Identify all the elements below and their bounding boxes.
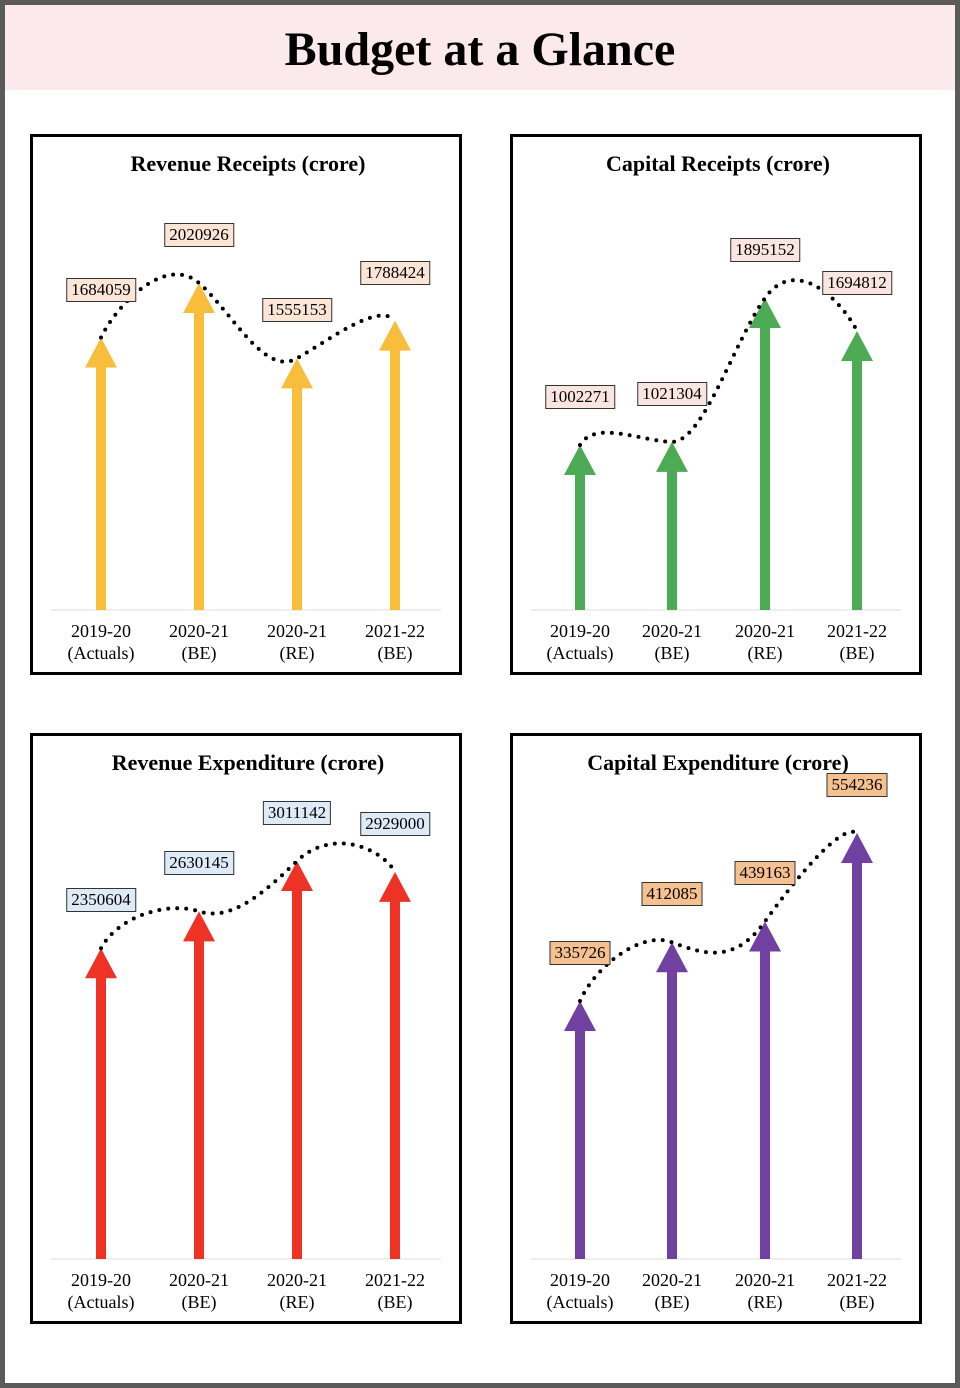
x-tick-label: 2020-21 (RE): [735, 1270, 795, 1312]
x-tick-label: 2020-21 (BE): [169, 621, 229, 663]
x-tick-label: 2021-22 (BE): [827, 1270, 887, 1312]
x-tick-label: 2020-21 (RE): [735, 621, 795, 663]
value-label: 1002271: [545, 384, 615, 409]
arrow-bar: [281, 358, 313, 610]
arrow-bar: [749, 298, 781, 610]
chart-svg: [531, 829, 901, 1260]
value-label: 1021304: [637, 381, 707, 406]
x-tick-label: 2019-20 (Actuals): [546, 621, 614, 663]
arrow-bar: [841, 330, 873, 610]
value-label: 1895152: [730, 238, 800, 262]
trend-dots: [578, 278, 859, 447]
arrow-bar: [183, 911, 215, 1259]
arrow-bar: [564, 444, 596, 610]
x-tick-label: 2019-20 (Actuals): [67, 1270, 135, 1312]
arrow-bar: [85, 337, 117, 610]
chart-title: Capital Expenditure (crore): [587, 750, 849, 775]
x-tick-label: 2020-21 (RE): [267, 1270, 327, 1312]
chart-panel: Revenue Receipts (crore) 2019-20 (Actuals…: [30, 134, 462, 675]
header: Budget at a Glance: [5, 5, 955, 90]
x-tick-label: 2021-22 (BE): [365, 1270, 425, 1312]
arrow-bar: [749, 921, 781, 1259]
value-label: 2350604: [66, 888, 136, 913]
arrow-bar: [656, 942, 688, 1259]
x-tick-label: 2020-21 (BE): [169, 1270, 229, 1312]
arrow-bar: [183, 283, 215, 610]
trend-dots: [99, 272, 397, 364]
arrow-bar: [379, 320, 411, 610]
value-label: 1684059: [66, 277, 136, 302]
x-tick-label: 2020-21 (RE): [267, 621, 327, 663]
value-label: 2929000: [360, 811, 430, 836]
x-tick-label: 2019-20 (Actuals): [67, 621, 135, 663]
trend-dots: [578, 829, 859, 1003]
value-label: 1694812: [822, 270, 892, 295]
arrow-bar: [841, 833, 873, 1259]
arrow-bar: [564, 1000, 596, 1259]
page-title: Budget at a Glance: [284, 23, 676, 76]
chart-panel: Capital Receipts (crore) 2019-20 (Actuals…: [510, 134, 922, 675]
chart-svg: [531, 278, 901, 611]
arrow-bar: [85, 948, 117, 1259]
arrow-bar: [379, 871, 411, 1259]
arrow-bar: [656, 441, 688, 610]
x-tick-label: 2019-20 (Actuals): [546, 1270, 614, 1312]
chart-panel: Revenue Expenditure (crore) 2019-20 (Actu…: [30, 733, 462, 1324]
chart-panel: Capital Expenditure (crore) 2019-20 (Actu…: [510, 733, 922, 1324]
arrow-bar: [281, 861, 313, 1259]
x-tick-label: 2021-22 (BE): [365, 621, 425, 663]
value-label: 335726: [549, 940, 611, 965]
x-tick-label: 2020-21 (BE): [642, 1270, 702, 1312]
value-label: 2630145: [164, 851, 234, 876]
value-label: 2020926: [164, 223, 234, 247]
chart-svg: [51, 272, 441, 611]
value-label: 3011142: [262, 801, 332, 825]
value-label: 554236: [826, 773, 888, 797]
value-label: 1788424: [360, 260, 430, 285]
chart-svg: [51, 841, 441, 1260]
value-label: 439163: [734, 861, 796, 886]
chart-title: Revenue Expenditure (crore): [111, 750, 385, 775]
value-label: 1555153: [262, 298, 332, 323]
x-tick-label: 2020-21 (BE): [642, 621, 702, 663]
chart-title: Revenue Receipts (crore): [130, 151, 366, 176]
value-label: 412085: [641, 882, 703, 907]
trend-dots: [99, 841, 397, 951]
chart-title: Capital Receipts (crore): [605, 151, 831, 176]
x-tick-label: 2021-22 (BE): [827, 621, 887, 663]
